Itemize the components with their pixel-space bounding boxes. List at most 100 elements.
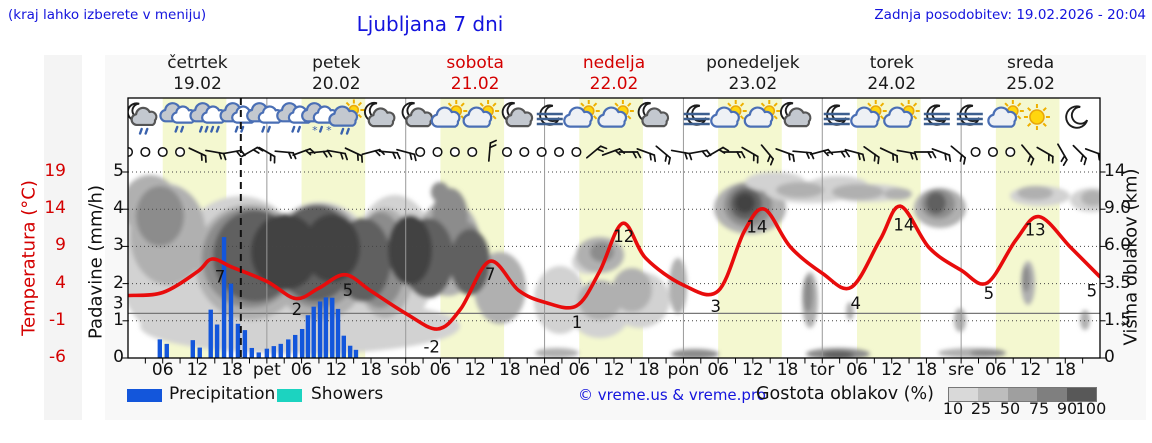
temperature-value-label: 1 [572,313,583,332]
wind-barb-icon [879,147,899,163]
wind-barb-icon [586,145,608,159]
wind-barb-icon [188,147,207,163]
wind-barb-icon [950,145,966,165]
svg-text:*: * [312,124,318,137]
wind-barb-icon [274,150,297,160]
wind-barb-icon [1072,144,1087,166]
wind-barb-icon [722,151,746,159]
sun-icon [1023,104,1050,130]
wind-calm-icon [571,146,582,158]
precipitation-legend-swatch [127,389,162,402]
temp-axis-tick: -6 [49,347,66,367]
wind-calm-icon [536,146,547,158]
daylight-band [995,98,1060,358]
wind-calm-icon [128,146,134,158]
wind-calm-icon [987,146,999,158]
density-scale-tick: 10 [942,399,964,418]
rain-icon [159,102,197,133]
density-scale-tick: 75 [1028,399,1050,418]
x-tick-hour: 06 [707,360,729,380]
cloud-axis-tick: 0 [1104,347,1115,367]
moon-cloud-icon [637,101,670,128]
day-name-ponedeljek: ponedeljek [706,53,800,73]
wind-barb-icon [618,151,642,159]
rain-heavy-icon [189,102,227,133]
x-tick-day: pon [667,360,700,380]
wind-barb-icon [396,148,417,162]
wind-barb-icon [378,150,401,160]
x-tick-day: pet [252,360,281,380]
temperature-value-label: 14 [893,215,914,234]
temperature-value-label: 13 [1025,221,1046,240]
day-name-sreda: sreda [1006,53,1055,73]
day-name-četrtek: četrtek [167,53,228,73]
temperature-value-label: 5 [984,284,995,303]
wind-barb-icon [636,148,657,163]
x-tick-hour: 06 [985,360,1007,380]
temperature-value-label: 14 [746,218,767,237]
moon-rain-icon [128,102,158,135]
moon-icon [1065,105,1089,129]
day-name-torek: torek [869,53,914,73]
sleet-icon: * * [301,102,339,137]
wind-calm-icon [140,146,151,158]
rain-icon [246,102,284,133]
page-title: Ljubljana 7 dni [356,12,504,36]
x-tick-hour: 18 [1054,360,1077,380]
wind-calm-icon [970,146,981,158]
precip-axis-tick: 5 [113,161,124,181]
x-tick-hour: 12 [186,360,209,380]
wind-barb-icon [863,145,880,165]
sun-cloud-icon [883,100,920,128]
precip-axis-tick: 4 [113,198,124,219]
sun-cloud-icon [462,100,500,128]
x-tick-hour: 12 [880,360,903,380]
cloud-axis-tick: 9.0 [1104,198,1132,219]
cloud-axis-tick: 14 [1104,161,1126,181]
wind-calm-icon [519,146,530,158]
x-tick-hour: 18 [360,360,382,380]
moon-cloud-icon [364,101,396,128]
sun-cloud-icon [743,100,781,128]
temperature-value-label: 4 [851,294,862,313]
wind-calm-icon [1005,146,1016,158]
x-tick-hour: 12 [464,360,486,380]
density-scale-tick: 100 [1075,399,1107,418]
x-tick-hour: 12 [742,360,764,380]
wind-calm-icon [501,146,513,158]
temp-axis-tick: 19 [44,161,66,181]
temp-axis-tick: -1 [49,309,66,330]
sun-cloud-icon [597,100,634,128]
wind-barb-icon [326,149,348,161]
temperature-value-label: 7 [485,265,496,284]
wind-barb-icon [205,149,227,161]
moon-fog-icon [923,104,950,126]
temperature-value-label: -2 [423,337,439,356]
density-scale-tick: 25 [970,399,992,418]
wind-barb-icon [741,146,759,164]
sun-cloud-icon [987,100,1024,128]
moon-cloud-icon [401,101,434,128]
temp-axis-tick: 4 [55,272,66,293]
precipitation-bars [157,237,359,358]
wind-barb-icon [896,149,918,161]
wind-calm-icon [432,146,443,158]
copyright-link[interactable]: © vreme.us & vreme.pro [578,386,766,404]
temperature-value-label: 7 [215,267,226,286]
moon-cloud-icon [779,101,812,128]
density-scale-tick: 50 [999,399,1021,418]
weather-icons-row: * * [128,99,1089,137]
wind-barb-icon [309,150,333,158]
wind-barb-icon [1036,146,1054,164]
x-tick-hour: 18 [637,360,660,380]
day-name-nedelja: nedelja [582,53,646,73]
x-tick-hour: 18 [915,360,938,380]
sun-cloud-icon [430,100,468,128]
temperature-value-label: 2 [292,300,303,319]
x-tick-hour: 12 [325,360,348,380]
temperature-value-label: 3 [711,297,722,316]
legend-showers-label: Showers [311,384,384,404]
x-tick-hour: 06 [429,360,452,380]
cloud-density-label: Gostota oblakov (%) [756,384,934,404]
